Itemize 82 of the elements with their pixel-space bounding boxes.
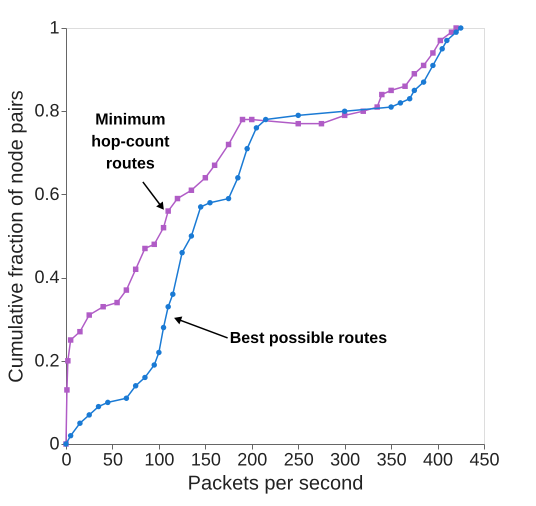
x-tick-label: 350 xyxy=(376,450,407,470)
point xyxy=(420,79,426,85)
point xyxy=(402,84,408,89)
point xyxy=(100,304,106,310)
annotation: Minimum hop-count routes xyxy=(91,112,170,173)
x-tick-label: 100 xyxy=(144,450,174,470)
point xyxy=(398,100,404,106)
point xyxy=(179,250,185,256)
point xyxy=(142,374,148,380)
point xyxy=(86,312,92,318)
point xyxy=(202,175,208,180)
y-axis-title: Cumulative fraction of node pairs xyxy=(5,90,28,383)
point xyxy=(249,116,255,122)
point xyxy=(262,116,268,122)
point xyxy=(160,324,166,330)
point xyxy=(254,125,260,131)
point xyxy=(165,208,171,214)
point xyxy=(160,224,166,230)
point xyxy=(132,266,138,272)
point xyxy=(430,50,436,56)
point xyxy=(142,246,148,252)
point xyxy=(458,25,464,31)
x-tick-label: 200 xyxy=(237,450,268,470)
point xyxy=(406,96,412,102)
point xyxy=(165,304,171,310)
point xyxy=(105,400,111,406)
point xyxy=(65,358,71,364)
point xyxy=(77,420,83,426)
point xyxy=(240,116,246,122)
x-tick-label: 300 xyxy=(330,450,360,470)
point xyxy=(226,196,232,202)
point xyxy=(438,38,444,44)
y-tick-label: 0.2 xyxy=(34,350,60,370)
point xyxy=(64,387,70,393)
point xyxy=(188,233,194,239)
point xyxy=(388,88,394,94)
point xyxy=(388,104,394,110)
x-tick-label: 150 xyxy=(190,450,221,470)
point xyxy=(152,362,157,368)
point xyxy=(132,383,138,388)
point xyxy=(412,71,418,76)
point xyxy=(453,29,459,35)
point xyxy=(295,120,301,126)
x-tick-label: 400 xyxy=(423,450,454,470)
x-tick-label: 250 xyxy=(284,450,314,470)
point xyxy=(235,175,241,180)
point xyxy=(439,46,445,52)
point xyxy=(68,337,74,343)
y-tick-label: 0.8 xyxy=(34,100,60,121)
point xyxy=(77,328,83,334)
point xyxy=(86,412,92,418)
point xyxy=(412,88,418,94)
x-axis-title: Packets per second xyxy=(188,472,364,494)
point xyxy=(226,142,232,148)
point xyxy=(295,112,301,118)
point xyxy=(170,292,176,297)
point xyxy=(124,396,130,401)
x-tick-label: 50 xyxy=(102,450,123,470)
point xyxy=(318,120,324,126)
point xyxy=(198,204,204,210)
point xyxy=(156,350,162,356)
point xyxy=(152,242,157,248)
point xyxy=(379,92,385,98)
annotation: Best possible routes xyxy=(230,330,388,347)
y-tick-label: 0.6 xyxy=(34,184,60,204)
y-tick-label: 0.4 xyxy=(34,267,60,288)
point xyxy=(342,108,348,114)
point xyxy=(244,146,250,152)
y-tick-label: 0 xyxy=(49,434,60,454)
x-tick-label: 450 xyxy=(469,450,500,470)
point xyxy=(96,404,102,410)
point xyxy=(68,432,74,438)
point xyxy=(444,38,450,44)
point xyxy=(430,62,436,68)
point xyxy=(114,300,120,306)
point xyxy=(174,196,180,202)
y-tick-label: 1 xyxy=(49,18,60,38)
point xyxy=(207,200,213,206)
point xyxy=(188,188,194,193)
point xyxy=(124,287,130,293)
point xyxy=(420,62,426,68)
point xyxy=(212,162,218,168)
